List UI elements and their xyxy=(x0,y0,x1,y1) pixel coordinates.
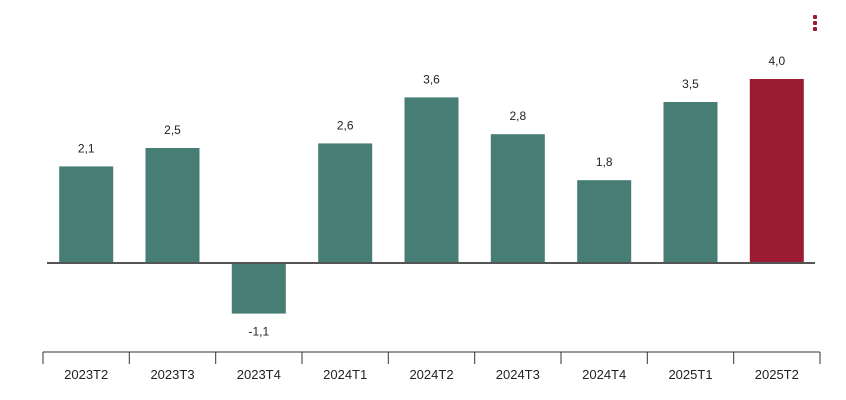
value-label-2024T4: 1,8 xyxy=(596,155,613,169)
bar-2023T3[interactable] xyxy=(145,148,200,263)
value-label-2025T2: 4,0 xyxy=(768,54,785,68)
bar-2024T1[interactable] xyxy=(318,143,373,263)
category-label-2024T1: 2024T1 xyxy=(323,367,367,382)
value-label-2025T1: 3,5 xyxy=(682,77,699,91)
value-label-2024T3: 2,8 xyxy=(509,109,526,123)
bar-2024T2[interactable] xyxy=(404,97,459,264)
value-label-2023T2: 2,1 xyxy=(78,141,95,155)
value-label-2024T1: 2,6 xyxy=(337,118,354,132)
bar-2024T4[interactable] xyxy=(577,180,632,263)
value-labels-layer: 2,1 2,5 -1,1 2,6 3,6 2,8 1,8 3,5 4,0 xyxy=(78,54,786,339)
bar-2023T2[interactable] xyxy=(59,166,114,263)
category-axis: 2023T2 2023T3 2023T4 2024T1 2024T2 2024T3 2024… xyxy=(42,351,821,382)
category-label-2023T2: 2023T2 xyxy=(64,367,108,382)
bar-2023T4[interactable] xyxy=(231,263,286,314)
value-label-2023T4: -1,1 xyxy=(248,325,269,339)
category-label-2023T3: 2023T3 xyxy=(150,367,194,382)
category-label-2024T2: 2024T2 xyxy=(409,367,453,382)
bar-2024T3[interactable] xyxy=(490,134,545,263)
menu-dot xyxy=(813,15,817,19)
value-label-2024T2: 3,6 xyxy=(423,72,440,86)
vertical-dots-menu-icon[interactable] xyxy=(806,12,824,34)
category-label-2025T2: 2025T2 xyxy=(755,367,799,382)
category-label-2025T1: 2025T1 xyxy=(668,367,712,382)
bar-2025T1[interactable] xyxy=(663,102,718,263)
bars-layer xyxy=(59,79,804,314)
bar-2025T2[interactable] xyxy=(749,79,804,263)
menu-dot xyxy=(813,21,817,25)
category-label-2023T4: 2023T4 xyxy=(237,367,281,382)
value-label-2023T3: 2,5 xyxy=(164,123,181,137)
menu-dot xyxy=(813,27,817,31)
category-label-2024T4: 2024T4 xyxy=(582,367,626,382)
category-label-2024T3: 2024T3 xyxy=(496,367,540,382)
